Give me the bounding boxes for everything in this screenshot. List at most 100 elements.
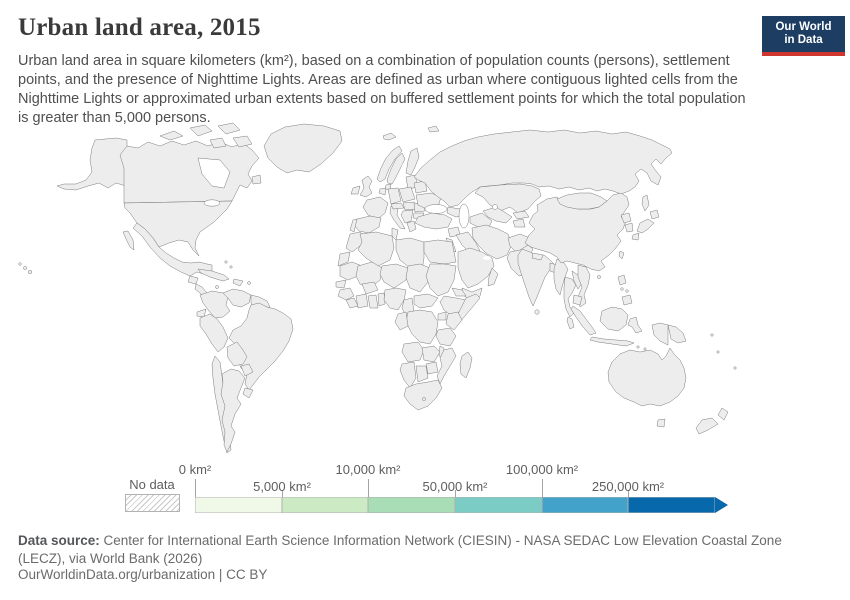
country-turkey[interactable] [414, 212, 453, 230]
country-indonesia-sumatra[interactable] [570, 305, 597, 336]
country-mozambique[interactable] [436, 347, 457, 385]
country-senegal[interactable] [335, 279, 347, 289]
country-chad[interactable] [405, 263, 431, 293]
country-philippines-visayas[interactable] [620, 287, 624, 291]
country-north-korea[interactable] [620, 212, 632, 224]
country-niger[interactable] [379, 263, 409, 289]
country-dr-congo[interactable] [405, 309, 439, 345]
country-argentina[interactable] [220, 368, 246, 453]
country-hispaniola[interactable] [232, 278, 244, 287]
country-angola[interactable] [401, 341, 425, 363]
country-papua-new-guinea[interactable] [667, 324, 687, 344]
country-botswana[interactable] [415, 365, 429, 383]
country-australia[interactable] [607, 347, 687, 407]
country-china-hainan[interactable] [597, 275, 601, 279]
country-tunisia[interactable] [391, 227, 399, 241]
region-eritrea-djibouti[interactable] [451, 287, 467, 297]
islands-pacific[interactable] [716, 350, 720, 354]
country-laos[interactable] [571, 270, 583, 290]
country-burkina-faso[interactable] [361, 281, 379, 295]
country-sudan[interactable] [425, 263, 457, 297]
country-myanmar[interactable] [553, 258, 569, 296]
country-canada-arctic-island[interactable] [232, 135, 253, 148]
country-new-zealand-north[interactable] [717, 407, 729, 421]
country-australia-tasmania[interactable] [656, 418, 666, 428]
country-poland[interactable] [398, 186, 416, 203]
country-paraguay[interactable] [240, 363, 254, 377]
country-cuba[interactable] [197, 268, 230, 282]
country-uruguay[interactable] [242, 387, 254, 399]
country-philippines-visayas[interactable] [625, 289, 629, 293]
country-canada-arctic-island[interactable] [209, 137, 227, 149]
country-colombia[interactable] [199, 290, 231, 319]
country-taiwan[interactable] [618, 250, 625, 260]
country-mongolia[interactable] [556, 192, 608, 210]
country-portugal[interactable] [349, 218, 358, 233]
islands-lesser-sunda[interactable] [643, 347, 647, 351]
country-guatemala[interactable] [187, 275, 199, 285]
country-south-africa[interactable] [403, 379, 443, 411]
region-togo-benin[interactable] [377, 292, 386, 307]
country-jamaica[interactable] [215, 285, 219, 289]
legend-bin-0[interactable] [195, 497, 282, 513]
legend-bin-5[interactable] [628, 497, 716, 513]
region-guinea[interactable] [337, 287, 355, 301]
country-oman[interactable] [487, 267, 499, 287]
legend-bin-4[interactable] [541, 497, 629, 513]
country-bolivia[interactable] [226, 341, 248, 367]
country-western-sahara[interactable] [337, 251, 351, 267]
country-uzbekistan[interactable] [482, 206, 513, 224]
region-alpine[interactable] [390, 202, 405, 210]
country-somalia[interactable] [457, 293, 481, 323]
region-benelux[interactable] [378, 187, 387, 196]
country-france[interactable] [362, 196, 389, 220]
country-peru[interactable] [199, 313, 229, 353]
country-finland[interactable] [405, 147, 420, 176]
country-japan-hokkaido[interactable] [649, 209, 660, 220]
country-central-african-republic[interactable] [413, 293, 439, 309]
country-indonesia-papua[interactable] [651, 322, 669, 346]
country-iraq[interactable] [455, 231, 481, 254]
island-borneo[interactable] [599, 306, 629, 332]
country-uganda[interactable] [437, 311, 447, 321]
country-vietnam[interactable] [577, 264, 591, 308]
region-svalbard[interactable] [427, 125, 440, 133]
country-japan-kyushu[interactable] [631, 232, 640, 241]
country-ivory-coast[interactable] [355, 293, 369, 309]
country-philippines-luzon[interactable] [617, 274, 627, 286]
country-canada-arctic-island[interactable] [159, 130, 184, 141]
country-sri-lanka[interactable] [534, 309, 540, 315]
islands-pacific[interactable] [710, 333, 714, 337]
country-tajikistan[interactable] [512, 218, 526, 228]
legend-bin-2[interactable] [368, 497, 456, 513]
country-kazakhstan[interactable] [474, 183, 542, 214]
country-united-states-hawaii[interactable] [18, 262, 22, 266]
country-ghana[interactable] [367, 294, 379, 309]
country-bahamas[interactable] [224, 260, 228, 264]
owid-logo[interactable]: Our World in Data [762, 16, 845, 56]
country-ireland[interactable] [350, 185, 361, 195]
country-canada-newfoundland[interactable] [251, 174, 262, 185]
country-venezuela[interactable] [222, 288, 252, 308]
country-sweden[interactable] [386, 152, 406, 185]
region-congo-gabon[interactable] [394, 311, 409, 331]
country-philippines-mindanao[interactable] [621, 294, 633, 306]
region-sierra-leone-liberia[interactable] [345, 297, 359, 309]
country-ecuador[interactable] [196, 308, 207, 318]
country-lesotho[interactable] [422, 397, 426, 401]
country-canada-arctic-island[interactable] [217, 122, 241, 135]
country-united-states-hawaii[interactable] [23, 266, 27, 270]
country-algeria[interactable] [357, 231, 395, 267]
country-iran[interactable] [471, 224, 513, 260]
country-canada-arctic-island[interactable] [189, 124, 213, 137]
islands-pacific[interactable] [733, 366, 737, 370]
country-nigeria[interactable] [383, 287, 407, 311]
country-puerto-rico[interactable] [247, 281, 251, 285]
country-zambia[interactable] [421, 345, 441, 363]
country-russia[interactable] [413, 129, 673, 208]
country-spain[interactable] [353, 215, 382, 234]
country-kyrgyzstan[interactable] [512, 210, 530, 220]
country-nepal[interactable] [531, 252, 544, 261]
country-united-states-hawaii[interactable] [27, 269, 33, 275]
country-namibia[interactable] [399, 361, 417, 389]
